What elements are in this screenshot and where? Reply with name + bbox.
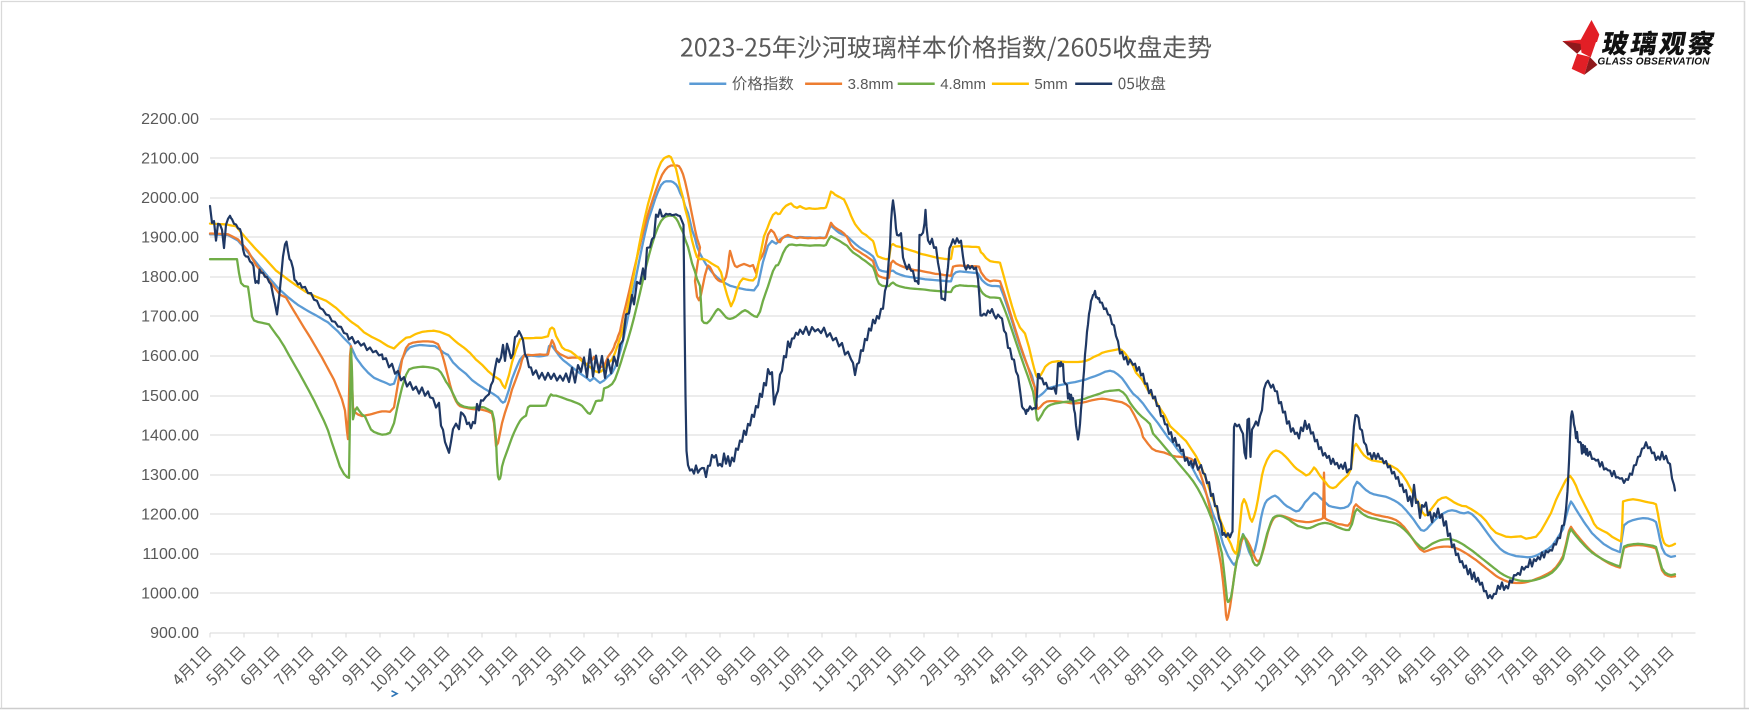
svg-text:1400.00: 1400.00 xyxy=(141,427,199,444)
svg-text:1800.00: 1800.00 xyxy=(141,269,199,286)
svg-text:2200.00: 2200.00 xyxy=(141,111,199,128)
svg-text:5mm: 5mm xyxy=(1034,76,1067,93)
svg-text:1900.00: 1900.00 xyxy=(141,230,199,247)
svg-text:4.8mm: 4.8mm xyxy=(940,76,986,93)
svg-text:2100.00: 2100.00 xyxy=(141,151,199,168)
svg-text:1300.00: 1300.00 xyxy=(141,467,199,484)
svg-text:1500.00: 1500.00 xyxy=(141,388,199,405)
svg-text:900.00: 900.00 xyxy=(150,625,199,642)
svg-text:GLASS OBSERVATION: GLASS OBSERVATION xyxy=(1598,57,1711,68)
svg-text:1000.00: 1000.00 xyxy=(141,586,199,603)
svg-text:1700.00: 1700.00 xyxy=(141,309,199,326)
svg-text:1100.00: 1100.00 xyxy=(142,546,199,563)
svg-text:3.8mm: 3.8mm xyxy=(848,76,894,93)
svg-text:2000.00: 2000.00 xyxy=(141,190,199,207)
svg-text:1600.00: 1600.00 xyxy=(141,348,199,365)
svg-text:1200.00: 1200.00 xyxy=(141,506,199,523)
